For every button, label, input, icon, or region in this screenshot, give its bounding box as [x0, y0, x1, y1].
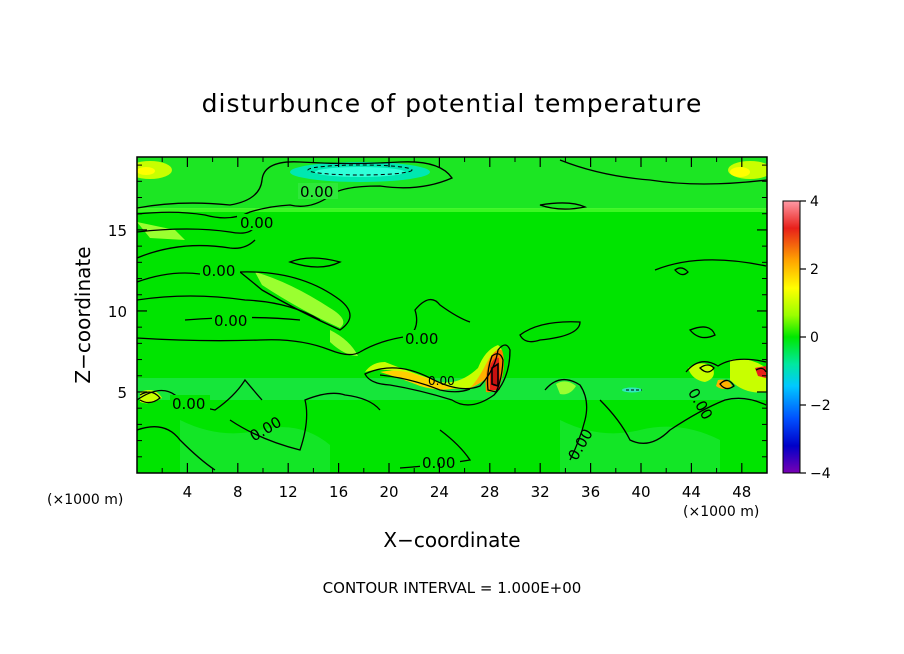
heatmap-field [137, 157, 767, 473]
x-tick-label: 40 [631, 483, 650, 501]
y-tick-label: 10 [108, 303, 127, 321]
x-axis: 4 8 12 16 20 24 28 32 36 40 44 48 [161, 157, 751, 501]
contour-label-bg [420, 454, 460, 470]
x-tick-label: 16 [329, 483, 348, 501]
x-axis-unit-left: (×1000 m) [47, 492, 123, 508]
x-tick-label: 8 [233, 483, 243, 501]
colorbar-tick-label: 2 [810, 262, 819, 278]
contour-label-bg [403, 330, 443, 346]
x-tick-label: 4 [183, 483, 193, 501]
x-tick-label: 36 [581, 483, 600, 501]
y-tick-label: 5 [117, 384, 127, 402]
contour-label-bg [212, 312, 252, 328]
y-axis-label: Z−coordinate [71, 246, 95, 383]
x-tick-label: 28 [480, 483, 499, 501]
y-tick-label: 15 [108, 222, 127, 240]
contour-label: 0.00 [300, 183, 333, 201]
x-tick-label: 24 [430, 483, 449, 501]
x-tick-label: 32 [531, 483, 550, 501]
contour-label: 0.00 [240, 214, 273, 232]
contour-label-bg [237, 214, 277, 230]
colorbar-tick-label: 0 [810, 330, 819, 346]
contour-label: 0.00 [202, 262, 235, 280]
contour-label-bg [298, 183, 338, 199]
x-tick-label: 12 [279, 483, 298, 501]
x-axis-unit-right: (×1000 m) [683, 504, 759, 520]
colorbar-ticks: 4 2 0 −2 −4 [800, 194, 831, 482]
contour-label: 0.00 [428, 374, 455, 388]
contour-labels: 0.00 0.00 0.00 0.00 0.00 0.00 0.00 0.00 … [170, 183, 716, 472]
colorbar-tick-label: −4 [810, 466, 831, 482]
contour-label: 0.00 [405, 330, 438, 348]
plot-frame [136, 156, 768, 474]
contour-label: 0.00 [214, 312, 247, 330]
colorbar-tick-label: 4 [810, 194, 819, 210]
contour-label-bg [200, 262, 240, 278]
colorbar [782, 200, 801, 474]
chart-title: disturbunce of potential temperature [202, 89, 703, 118]
colorbar-tick-label: −2 [810, 398, 831, 414]
contour-label-bg [170, 395, 210, 411]
x-tick-label: 48 [732, 483, 751, 501]
x-axis-label: X−coordinate [383, 528, 520, 552]
contour-interval-note: CONTOUR INTERVAL = 1.000E+00 [323, 579, 582, 597]
x-tick-label: 20 [379, 483, 398, 501]
y-axis: 5 10 15 [108, 164, 767, 458]
contour-label: 0.00 [172, 395, 205, 413]
x-tick-label: 44 [682, 483, 701, 501]
contour-label: 0.00 [422, 454, 455, 472]
